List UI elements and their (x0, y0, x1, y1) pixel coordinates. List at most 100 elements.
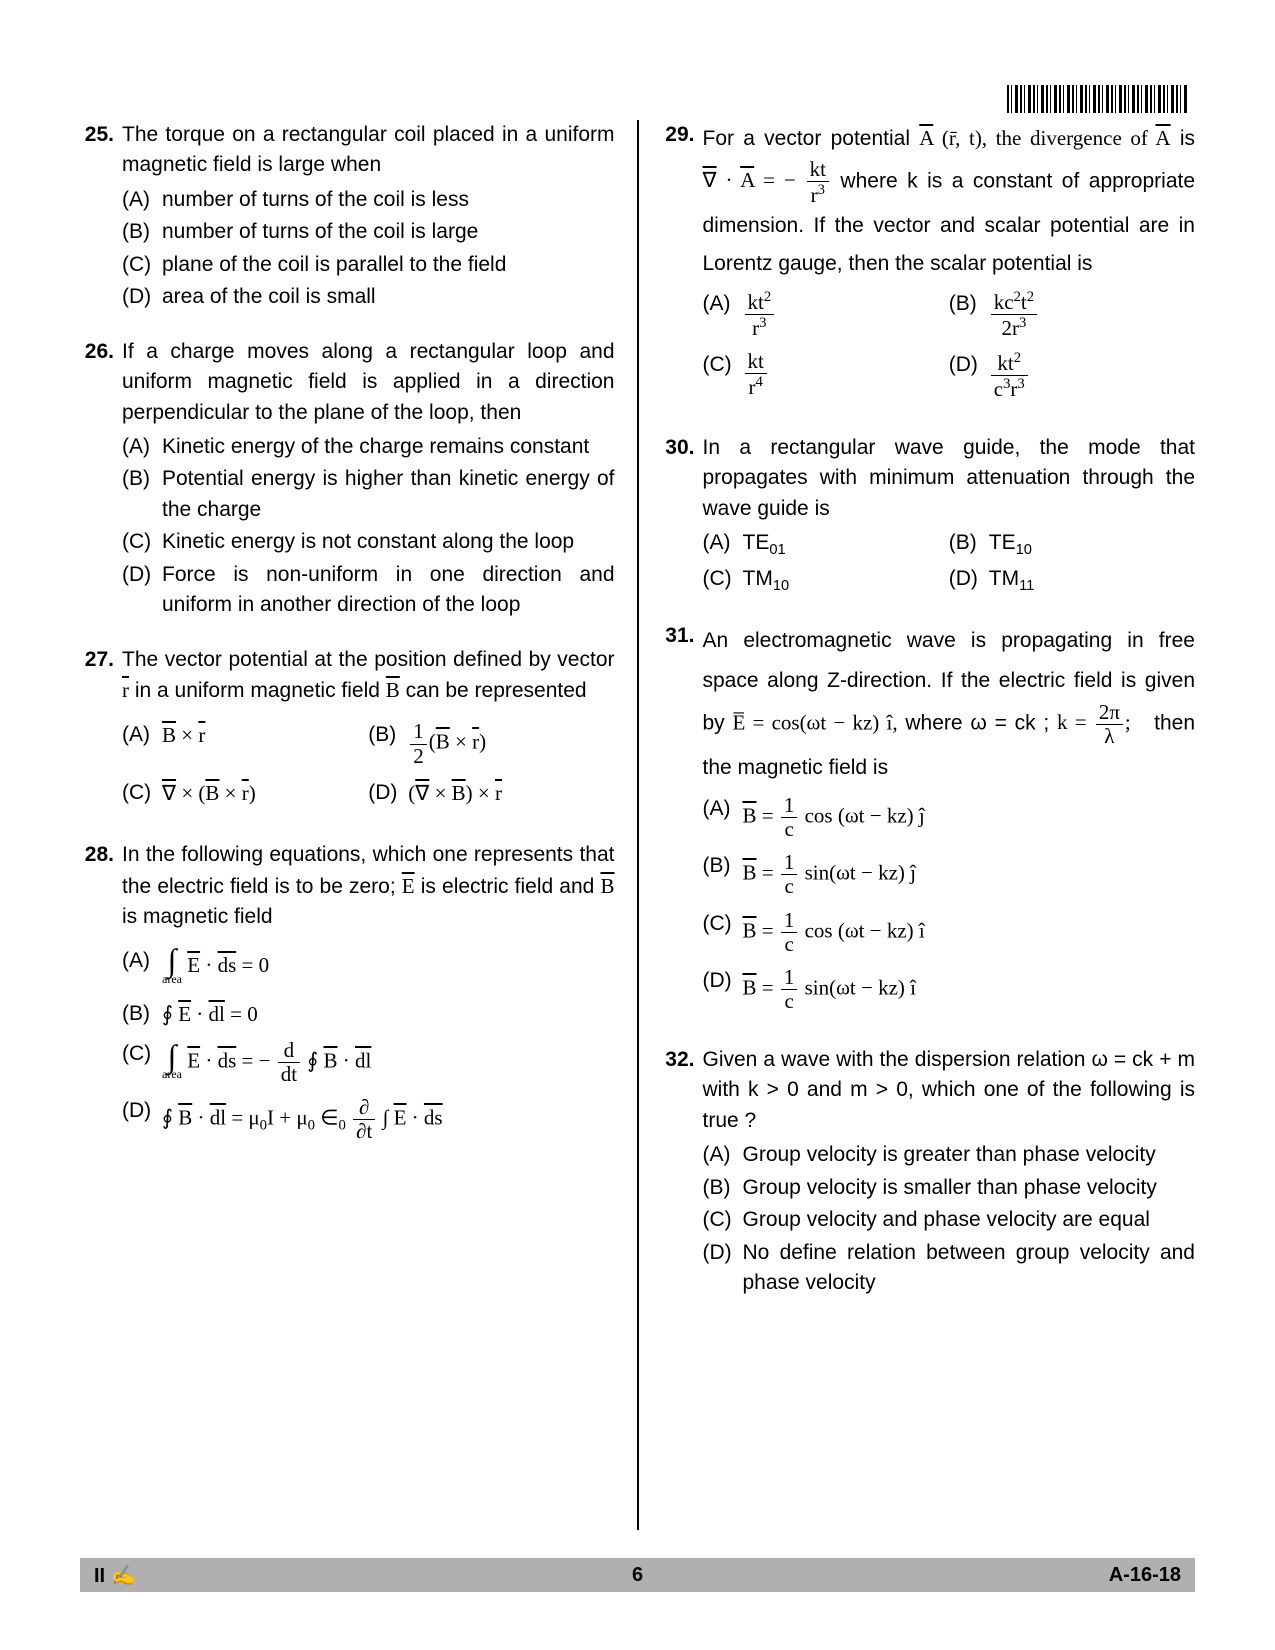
option-label: (A) (122, 432, 162, 462)
option-label: (B) (122, 464, 162, 525)
option-text: area of the coil is small (162, 282, 615, 312)
options: (A)Group velocity is greater than phase … (703, 1140, 1196, 1298)
divergence-equation: ∇ · A = − ktr3 (703, 168, 831, 192)
option-text: Kinetic energy of the charge remains con… (162, 432, 615, 462)
option-equation: B = 1c sin(ωt − kz) ĵ (743, 851, 1196, 898)
option-equation: ∮ B · dl = μ0I + μ0 ∈0 ∂∂t ∫ E · ds (162, 1096, 615, 1143)
option-equation: 12(B × r) (408, 720, 614, 767)
options: (A)TE01 (B)TE10 (C)TM10 (D)TM11 (703, 528, 1196, 599)
option-text: TM10 (743, 564, 949, 598)
option-label: (C) (122, 1039, 162, 1086)
vector-r: r (122, 678, 129, 702)
option-label: (A) (122, 946, 162, 988)
footer-right: A-16-18 (1109, 1564, 1181, 1587)
question-stem: In the following equations, which one re… (122, 840, 615, 932)
question-body: In the following equations, which one re… (122, 840, 615, 1153)
question-stem: For a vector potential A (r̄, t), the di… (703, 120, 1196, 283)
stem-text: is electric field and (415, 875, 601, 898)
option-b: (B)12(B × r) (368, 720, 614, 767)
option-equation: kt2c3r3 (989, 350, 1195, 401)
vector-e: E (402, 874, 415, 898)
option-label: (A) (703, 794, 743, 841)
stem-text: is magnetic field (122, 905, 273, 928)
option-label: (C) (122, 527, 162, 557)
question-stem: In a rectangular wave guide, the mode th… (703, 433, 1196, 524)
question-number: 31. (661, 621, 703, 1023)
question-body: The vector potential at the position def… (122, 645, 615, 819)
option-text: TE01 (743, 528, 949, 562)
footer-left: II ✍ (94, 1563, 136, 1588)
option-label: (C) (122, 778, 162, 808)
question-number: 28. (80, 840, 122, 1153)
option-d: (D)B = 1c sin(ωt − kz) î (703, 966, 1196, 1013)
k-equation: k = 2πλ; (1057, 710, 1131, 734)
footer-page-number: 6 (632, 1564, 643, 1587)
option-text: Group velocity is greater than phase vel… (743, 1140, 1196, 1170)
option-text: Group velocity and phase velocity are eq… (743, 1205, 1196, 1235)
option-equation: kt2r3 (743, 289, 949, 340)
option-d: (D)(∇ × B) × r (368, 778, 614, 808)
option-label: (B) (949, 289, 989, 340)
option-a: (A)number of turns of the coil is less (122, 185, 615, 215)
option-label: (D) (122, 282, 162, 312)
stem-args: (r̄, t), the divergence of (933, 126, 1155, 150)
options: (A)B × r (B)12(B × r) (C)∇ × (B × r) (D)… (122, 720, 615, 818)
option-text: Force is non-uniform in one direction an… (162, 560, 615, 621)
option-d: (D)kt2c3r3 (949, 350, 1195, 401)
option-label: (B) (122, 217, 162, 247)
question-body: If a charge moves along a rectangular lo… (122, 337, 615, 623)
option-text: number of turns of the coil is large (162, 217, 615, 247)
option-equation: kc2t22r3 (989, 289, 1195, 340)
option-label: (A) (703, 528, 743, 562)
vector-a: A (919, 126, 933, 150)
option-label: (A) (703, 1140, 743, 1170)
options: (A)Kinetic energy of the charge remains … (122, 432, 615, 621)
option-b: (B)∮ E · dl = 0 (122, 999, 615, 1029)
right-column: 29. For a vector potential A (r̄, t), th… (639, 120, 1196, 1530)
option-a: (A)Kinetic energy of the charge remains … (122, 432, 615, 462)
options: (A)number of turns of the coil is less (… (122, 185, 615, 313)
question-29: 29. For a vector potential A (r̄, t), th… (661, 120, 1196, 411)
option-equation: B = 1c cos (ωt − kz) ĵ (743, 794, 1196, 841)
option-c: (C)TM10 (703, 564, 949, 598)
option-text: Potential energy is higher than kinetic … (162, 464, 615, 525)
question-25: 25. The torque on a rectangular coil pla… (80, 120, 615, 315)
question-30: 30. In a rectangular wave guide, the mod… (661, 433, 1196, 599)
option-label: (A) (122, 720, 162, 767)
option-a: (A)B × r (122, 720, 368, 767)
option-label: (C) (703, 564, 743, 598)
question-stem: Given a wave with the dispersion relatio… (703, 1045, 1196, 1136)
option-label: (C) (122, 250, 162, 280)
content-columns: 25. The torque on a rectangular coil pla… (80, 120, 1195, 1530)
option-equation: B × r (162, 720, 368, 767)
option-b: (B)Group velocity is smaller than phase … (703, 1173, 1196, 1203)
stem-text: can be represented (400, 679, 587, 702)
option-a: (A)∫area E · ds = 0 (122, 946, 615, 988)
option-c: (C)Kinetic energy is not constant along … (122, 527, 615, 557)
option-label: (D) (703, 966, 743, 1013)
question-number: 25. (80, 120, 122, 315)
option-equation: ∇ × (B × r) (162, 778, 368, 808)
option-label: (B) (703, 851, 743, 898)
option-b: (B)B = 1c sin(ωt − kz) ĵ (703, 851, 1196, 898)
question-28: 28. In the following equations, which on… (80, 840, 615, 1153)
vector-b: B (386, 678, 400, 702)
option-c: (C)plane of the coil is parallel to the … (122, 250, 615, 280)
option-label: (B) (122, 999, 162, 1029)
option-b: (B)number of turns of the coil is large (122, 217, 615, 247)
option-c: (C)ktr4 (703, 350, 949, 401)
question-number: 26. (80, 337, 122, 623)
option-label: (A) (703, 289, 743, 340)
question-number: 32. (661, 1045, 703, 1301)
option-label: (D) (368, 778, 408, 808)
option-text: number of turns of the coil is less (162, 185, 615, 215)
question-stem: The torque on a rectangular coil placed … (122, 120, 615, 181)
option-label: (C) (703, 1205, 743, 1235)
question-body: In a rectangular wave guide, the mode th… (703, 433, 1196, 599)
options: (A)∫area E · ds = 0 (B)∮ E · dl = 0 (C)∫… (122, 946, 615, 1143)
option-label: (C) (703, 350, 743, 401)
page: 25. The torque on a rectangular coil pla… (0, 0, 1275, 1650)
question-31: 31. An electromagnetic wave is propagati… (661, 621, 1196, 1023)
option-a: (A)kt2r3 (703, 289, 949, 340)
option-text: plane of the coil is parallel to the fie… (162, 250, 615, 280)
